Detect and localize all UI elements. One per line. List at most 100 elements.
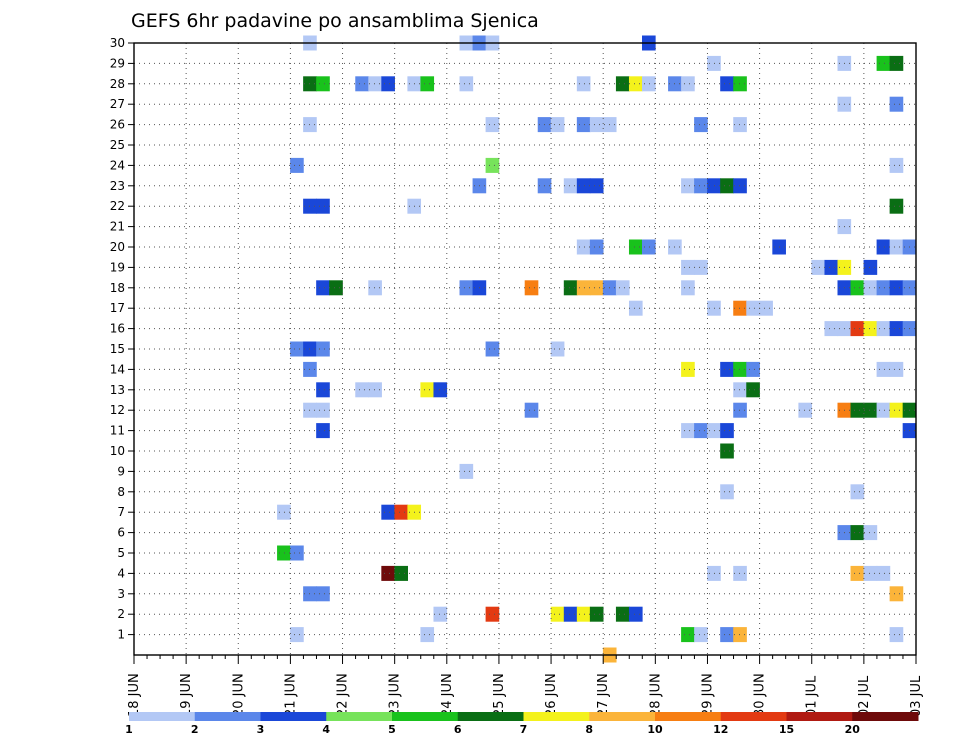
heatmap-cell xyxy=(876,321,891,337)
heatmap-cell xyxy=(681,280,695,296)
heatmap-cells xyxy=(277,35,917,663)
heatmap-cell xyxy=(316,423,330,439)
y-tick-label: 14 xyxy=(110,362,125,376)
heatmap-cell xyxy=(889,402,904,418)
heatmap-cell xyxy=(733,117,747,133)
heatmap-cell xyxy=(420,627,435,643)
heatmap-cell xyxy=(589,178,604,194)
y-tick-label: 2 xyxy=(117,607,125,621)
heatmap-cell xyxy=(681,178,695,194)
heatmap-cell xyxy=(368,280,382,296)
heatmap-cell xyxy=(615,76,630,92)
x-tick-label: 19 JUN xyxy=(179,673,194,717)
heatmap-cell xyxy=(290,157,304,173)
heatmap-cell xyxy=(368,382,382,398)
heatmap-cell xyxy=(707,55,721,71)
heatmap-cell xyxy=(589,117,604,133)
heatmap-cell xyxy=(707,423,721,439)
heatmap-cell xyxy=(485,117,500,133)
heatmap-cell xyxy=(746,382,760,398)
heatmap-cell xyxy=(628,300,643,316)
heatmap-cell xyxy=(850,402,865,418)
heatmap-cell xyxy=(863,259,878,275)
heatmap-cell xyxy=(459,76,474,92)
heatmap-cell xyxy=(615,606,630,622)
heatmap-cell xyxy=(876,280,891,296)
heatmap-cell xyxy=(746,361,760,377)
heatmap-cell xyxy=(316,586,330,602)
heatmap-cell xyxy=(733,565,747,581)
x-tick-label: 24 JUN xyxy=(440,673,455,717)
heatmap-cell xyxy=(694,178,708,194)
heatmap-cell xyxy=(485,341,500,357)
y-tick-label: 7 xyxy=(117,505,125,519)
legend-label: 8 xyxy=(585,723,593,736)
heatmap-cell xyxy=(889,239,904,255)
legend-label: 1 xyxy=(125,723,133,736)
y-tick-label: 19 xyxy=(110,260,125,274)
x-tick-label: 03 JUL xyxy=(909,675,924,717)
heatmap-cell xyxy=(394,565,408,581)
heatmap-cell xyxy=(290,341,304,357)
heatmap-cell xyxy=(850,321,865,337)
heatmap-cell xyxy=(850,280,865,296)
heatmap-cell xyxy=(316,198,330,214)
heatmap-cell xyxy=(550,341,565,357)
legend-label: 12 xyxy=(713,723,728,736)
heatmap-cell xyxy=(720,443,734,459)
heatmap-cell xyxy=(329,280,343,296)
heatmap-cell xyxy=(889,361,904,377)
heatmap-cell xyxy=(563,280,578,296)
x-tick-label: 22 JUN xyxy=(336,673,351,717)
heatmap-cell xyxy=(798,402,813,418)
color-legend: 1 2 3 4 5 6 7 8 10 12 15 20 xyxy=(125,712,919,736)
legend-label: 10 xyxy=(647,723,663,736)
y-tick-label: 17 xyxy=(110,301,125,315)
heatmap-cell xyxy=(550,117,565,133)
heatmap-cell xyxy=(850,484,865,500)
heatmap-cell xyxy=(316,341,330,357)
heatmap-cell xyxy=(733,300,747,316)
heatmap-cell xyxy=(459,463,474,479)
heatmap-cell xyxy=(290,545,304,561)
legend-swatch xyxy=(326,712,393,721)
legend-swatch xyxy=(457,712,524,721)
heatmap-cell xyxy=(889,321,904,337)
heatmap-cell xyxy=(733,402,747,418)
y-tick-label: 20 xyxy=(110,240,125,254)
heatmap-cell xyxy=(681,423,695,439)
legend-swatch xyxy=(129,712,196,721)
x-tick-label: 27 JUN xyxy=(596,673,611,717)
heatmap-cell xyxy=(876,239,891,255)
heatmap-cell xyxy=(576,178,591,194)
y-tick-label: 18 xyxy=(110,281,125,295)
heatmap-cell xyxy=(720,178,734,194)
heatmap-cell xyxy=(681,259,695,275)
y-tick-label: 8 xyxy=(117,485,125,499)
heatmap-cell xyxy=(863,321,878,337)
heatmap-cell xyxy=(485,157,500,173)
heatmap-cell xyxy=(420,76,435,92)
heatmap-cell xyxy=(355,382,369,398)
heatmap-cell xyxy=(433,382,448,398)
heatmap-cell xyxy=(720,423,734,439)
heatmap-cell xyxy=(277,504,291,520)
heatmap-cell xyxy=(876,55,891,71)
heatmap-cell xyxy=(316,280,330,296)
heatmap-cell xyxy=(290,627,304,643)
heatmap-cell xyxy=(316,76,330,92)
heatmap-cell xyxy=(576,239,591,255)
legend-label: 6 xyxy=(454,723,462,736)
heatmap-cell xyxy=(694,627,708,643)
x-tick-label: 29 JUN xyxy=(700,673,715,717)
heatmap-cell xyxy=(876,402,891,418)
legend-label: 4 xyxy=(322,723,330,736)
y-tick-label: 30 xyxy=(110,36,125,50)
heatmap-cell xyxy=(889,586,904,602)
x-tick-label: 02 JUL xyxy=(857,675,872,717)
heatmap-cell xyxy=(524,402,539,418)
heatmap-cell xyxy=(889,280,904,296)
heatmap-cell xyxy=(381,76,395,92)
y-tick-label: 12 xyxy=(110,403,125,417)
heatmap-cell xyxy=(889,96,904,112)
